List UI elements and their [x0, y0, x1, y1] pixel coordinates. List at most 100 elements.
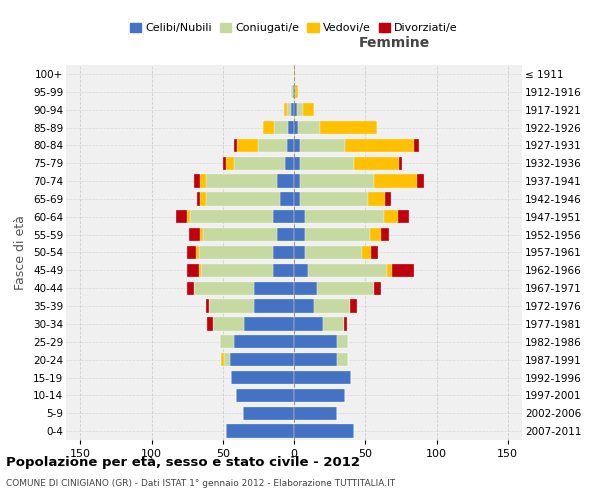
- Bar: [200, 174, 206, 188]
- Bar: [272, 246, 294, 259]
- Bar: [294, 156, 300, 170]
- Bar: [294, 228, 305, 241]
- Bar: [294, 335, 337, 348]
- Bar: [385, 192, 391, 205]
- Bar: [226, 156, 234, 170]
- Bar: [308, 264, 386, 277]
- Bar: [362, 246, 371, 259]
- Bar: [294, 353, 337, 366]
- Bar: [237, 138, 259, 152]
- Bar: [350, 300, 356, 313]
- Bar: [203, 228, 277, 241]
- Bar: [206, 192, 280, 205]
- Bar: [294, 67, 295, 80]
- Bar: [302, 103, 314, 117]
- Bar: [294, 138, 300, 152]
- Bar: [254, 300, 294, 313]
- Bar: [274, 121, 289, 134]
- Bar: [305, 246, 362, 259]
- Bar: [414, 138, 419, 152]
- Bar: [295, 85, 298, 98]
- Bar: [300, 192, 368, 205]
- Bar: [224, 353, 230, 366]
- Bar: [323, 317, 344, 330]
- Bar: [291, 103, 294, 117]
- Bar: [386, 264, 392, 277]
- Bar: [374, 282, 381, 295]
- Bar: [294, 121, 298, 134]
- Bar: [209, 300, 254, 313]
- Bar: [259, 138, 287, 152]
- Bar: [194, 174, 200, 188]
- Bar: [280, 192, 294, 205]
- Bar: [293, 85, 294, 98]
- Bar: [200, 192, 206, 205]
- Text: Femmine: Femmine: [359, 36, 430, 50]
- Bar: [223, 156, 226, 170]
- Bar: [234, 335, 294, 348]
- Bar: [213, 317, 244, 330]
- Bar: [277, 228, 294, 241]
- Bar: [294, 282, 317, 295]
- Bar: [190, 210, 272, 224]
- Bar: [188, 228, 200, 241]
- Bar: [294, 174, 300, 188]
- Bar: [254, 282, 294, 295]
- Bar: [187, 246, 196, 259]
- Bar: [317, 282, 374, 295]
- Bar: [354, 156, 400, 170]
- Bar: [294, 246, 305, 259]
- Bar: [263, 121, 274, 134]
- Bar: [374, 174, 416, 188]
- Bar: [207, 317, 213, 330]
- Bar: [392, 264, 414, 277]
- Bar: [187, 210, 190, 224]
- Bar: [199, 246, 272, 259]
- Bar: [300, 174, 374, 188]
- Y-axis label: Fasce di età: Fasce di età: [14, 215, 28, 290]
- Bar: [294, 424, 354, 438]
- Bar: [337, 335, 348, 348]
- Bar: [320, 121, 377, 134]
- Bar: [314, 300, 350, 313]
- Bar: [370, 228, 381, 241]
- Bar: [346, 138, 414, 152]
- Bar: [234, 138, 237, 152]
- Bar: [244, 317, 294, 330]
- Bar: [286, 156, 294, 170]
- Bar: [297, 103, 302, 117]
- Bar: [294, 192, 300, 205]
- Bar: [230, 353, 294, 366]
- Bar: [187, 264, 199, 277]
- Bar: [272, 264, 294, 277]
- Bar: [200, 228, 203, 241]
- Bar: [242, 406, 294, 420]
- Bar: [294, 103, 297, 117]
- Bar: [234, 156, 286, 170]
- Legend: Celibi/Nubili, Coniugati/e, Vedovi/e, Divorziati/e: Celibi/Nubili, Coniugati/e, Vedovi/e, Di…: [126, 18, 462, 38]
- Text: Popolazione per età, sesso e stato civile - 2012: Popolazione per età, sesso e stato civil…: [6, 456, 360, 469]
- Bar: [206, 174, 277, 188]
- Bar: [194, 282, 254, 295]
- Bar: [416, 174, 424, 188]
- Bar: [305, 210, 384, 224]
- Bar: [384, 210, 398, 224]
- Bar: [294, 85, 295, 98]
- Bar: [187, 282, 194, 295]
- Bar: [400, 156, 403, 170]
- Bar: [197, 192, 200, 205]
- Bar: [199, 264, 202, 277]
- Bar: [291, 85, 293, 98]
- Bar: [294, 210, 305, 224]
- Bar: [287, 103, 291, 117]
- Bar: [206, 300, 209, 313]
- Bar: [284, 103, 287, 117]
- Bar: [294, 388, 346, 402]
- Bar: [298, 121, 320, 134]
- Bar: [196, 246, 199, 259]
- Bar: [337, 353, 348, 366]
- Bar: [294, 264, 308, 277]
- Bar: [371, 246, 378, 259]
- Bar: [294, 406, 337, 420]
- Bar: [226, 424, 294, 438]
